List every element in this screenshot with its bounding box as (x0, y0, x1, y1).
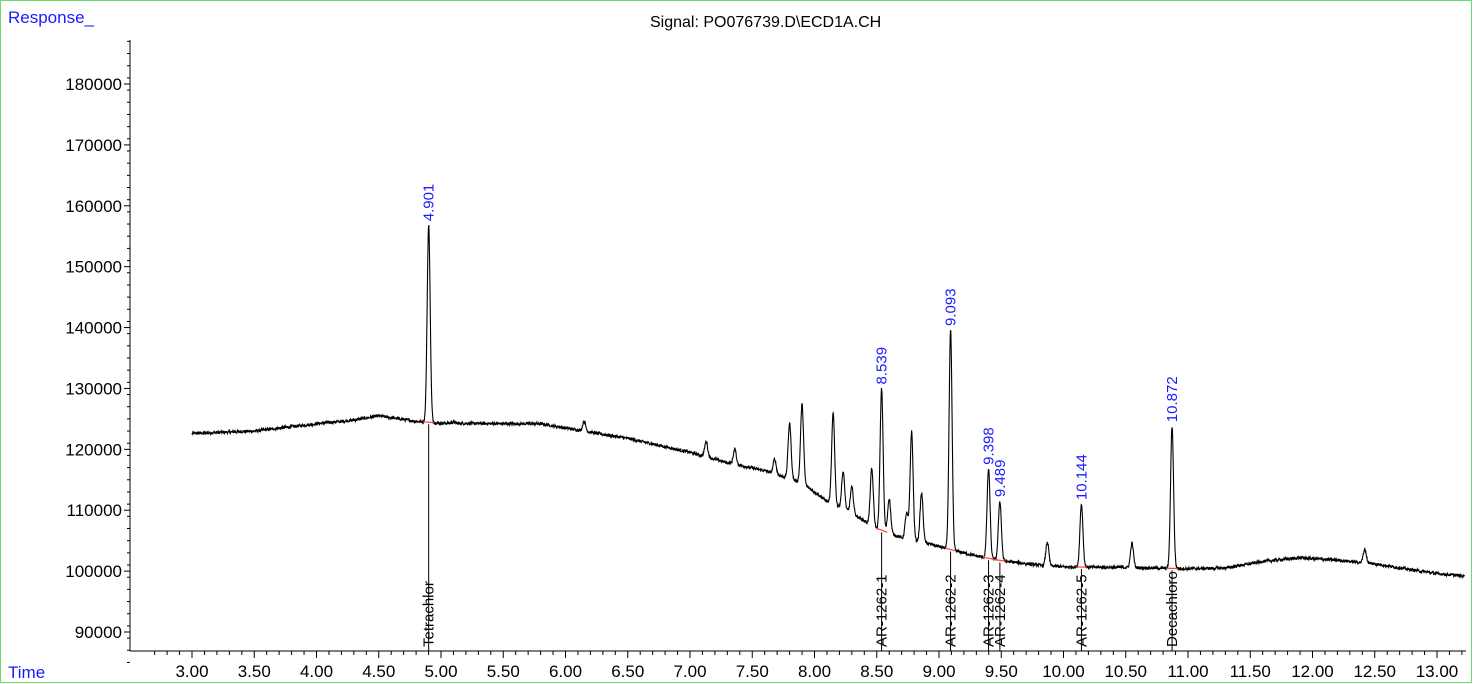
y-tick-label: 100000 (65, 562, 122, 581)
compound-label: AR-1262-4 (992, 574, 1009, 647)
x-tick-label: 8.50 (860, 662, 893, 681)
x-tick-label: 12.00 (1291, 662, 1334, 681)
y-tick-label: 120000 (65, 440, 122, 459)
integration-baseline (876, 528, 887, 532)
peak-rt-label: 9.489 (992, 460, 1009, 498)
x-tick-label: 7.00 (673, 662, 706, 681)
x-tick-label: 11.50 (1230, 662, 1271, 681)
integration-baseline (945, 548, 956, 551)
x-tick-label: 12.50 (1353, 662, 1396, 681)
peak-rt-label: 10.144 (1073, 454, 1090, 500)
x-tick-label: 10.00 (1042, 662, 1085, 681)
compound-label: Tetrachlor (421, 581, 438, 647)
x-tick-label: 4.50 (362, 662, 395, 681)
x-tick-label: 5.50 (487, 662, 520, 681)
x-tick-label: 5.00 (424, 662, 457, 681)
y-tick-label: 130000 (65, 379, 122, 398)
x-tick-label: 6.50 (611, 662, 644, 681)
integration-baseline (423, 422, 434, 423)
integration-baseline (983, 557, 994, 559)
compound-label: AR-1262-5 (1073, 574, 1090, 647)
compound-label: AR-1262-1 (874, 574, 891, 647)
y-tick-label: 160000 (65, 197, 122, 216)
axes: 90000 100000 110000 120000 130000 140000 15000… (65, 40, 1466, 681)
y-tick-label: 90000 (75, 623, 122, 642)
x-tick-label: 7.50 (736, 662, 769, 681)
y-tick-label: 170000 (65, 136, 122, 155)
y-tick-label: 140000 (65, 319, 122, 338)
compound-label: Decachloro (1164, 571, 1181, 647)
x-tick-label: 10.50 (1104, 662, 1147, 681)
peak-rt-label: 9.093 (943, 288, 960, 326)
x-tick-label: 8.00 (798, 662, 831, 681)
signal-trace-group (192, 226, 1464, 577)
x-tick-label: 3.00 (175, 662, 208, 681)
y-tick-label: 180000 (65, 75, 122, 94)
x-tick-label: 3.50 (238, 662, 271, 681)
y-tick-label: 110000 (67, 501, 122, 520)
y-tick-label: 150000 (65, 258, 122, 277)
peak-rt-label: 4.901 (421, 184, 438, 222)
x-tick-label: 11.00 (1167, 662, 1208, 681)
x-tick-label: 9.00 (922, 662, 955, 681)
x-tick-label: 4.00 (300, 662, 333, 681)
x-tick-label: 9.50 (985, 662, 1018, 681)
signal-trace (192, 226, 1464, 577)
x-tick-label: 6.00 (549, 662, 582, 681)
peak-rt-label: 10.872 (1164, 376, 1181, 422)
peak-rt-label: 8.539 (874, 347, 891, 385)
peak-rt-label: 9.398 (981, 427, 998, 465)
x-tick-label: 13.00 (1416, 662, 1459, 681)
compound-label: AR-1262-2 (943, 574, 960, 647)
